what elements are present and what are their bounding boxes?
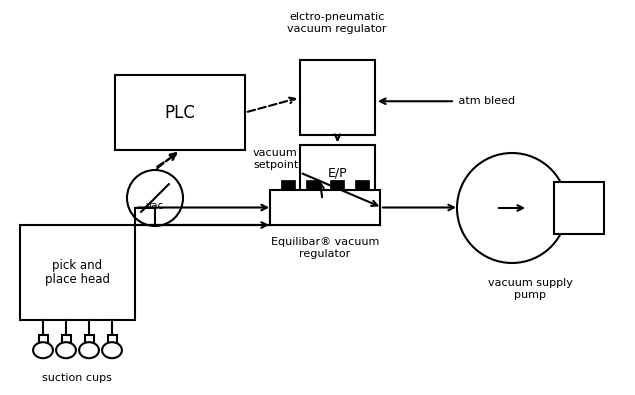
Bar bbox=[84, 335, 93, 343]
Bar bbox=[20, 225, 135, 320]
Ellipse shape bbox=[33, 342, 53, 358]
Text: suction cups: suction cups bbox=[42, 373, 112, 383]
Bar bbox=[270, 208, 380, 225]
Bar bbox=[62, 335, 70, 343]
Bar bbox=[115, 75, 245, 150]
Bar bbox=[300, 60, 375, 135]
Text: Equilibar® vacuum
regulator: Equilibar® vacuum regulator bbox=[271, 237, 379, 259]
Bar bbox=[355, 180, 369, 190]
Bar bbox=[305, 180, 319, 190]
Ellipse shape bbox=[79, 342, 99, 358]
Text: E/P: E/P bbox=[328, 166, 347, 179]
Text: vacuum supply
pump: vacuum supply pump bbox=[488, 278, 572, 299]
Text: atm bleed: atm bleed bbox=[455, 96, 515, 106]
Text: vacuum
setpoint: vacuum setpoint bbox=[253, 149, 298, 170]
Text: PLC: PLC bbox=[164, 103, 196, 122]
Bar bbox=[270, 190, 380, 225]
Ellipse shape bbox=[102, 342, 122, 358]
Bar bbox=[330, 180, 344, 190]
Ellipse shape bbox=[56, 342, 76, 358]
Bar bbox=[281, 180, 295, 190]
Text: pick and
place head: pick and place head bbox=[45, 258, 110, 286]
Text: elctro-pneumatic
vacuum regulator: elctro-pneumatic vacuum regulator bbox=[287, 12, 387, 34]
Text: vac: vac bbox=[146, 201, 164, 211]
Bar bbox=[39, 335, 48, 343]
Bar bbox=[554, 182, 604, 234]
Bar bbox=[107, 335, 116, 343]
Bar bbox=[270, 190, 380, 208]
Bar bbox=[300, 145, 375, 200]
